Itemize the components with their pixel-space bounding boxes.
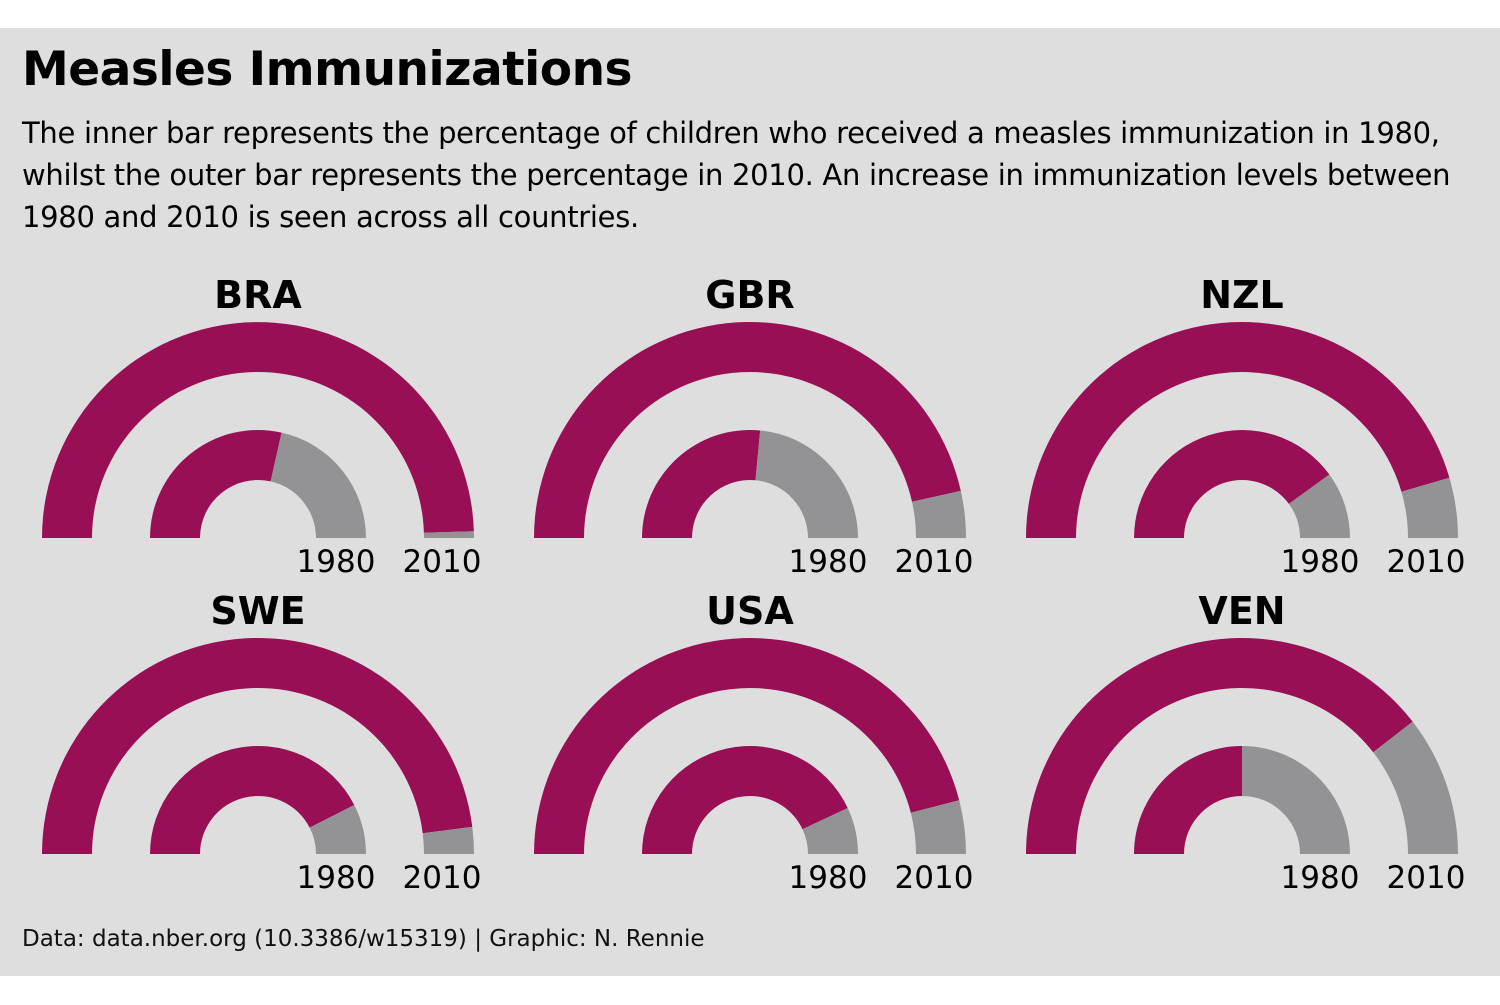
country-title: BRA [214,273,302,317]
bar-remainder-1980-bra [270,432,366,538]
chart-caption: Data: data.nber.org (10.3386/w15319) | G… [22,926,705,952]
country-title: USA [706,589,794,633]
country-title: SWE [210,589,305,633]
outer-ring-label: 2010 [1387,860,1466,896]
outer-ring-label: 2010 [1387,544,1466,580]
country-title: NZL [1200,273,1284,317]
chart-subtitle: The inner bar represents the percentage … [22,116,1451,234]
bar-2010-usa [534,638,960,854]
chart-title: Measles Immunizations [22,42,633,97]
bar-2010-gbr [534,321,961,538]
country-title: VEN [1198,589,1285,633]
bar-1980-ven [1134,746,1242,854]
inner-ring-label: 1980 [789,544,868,580]
country-panel-nzl: NZL 1980 2010 [1026,273,1465,580]
chart-panel [0,28,1500,976]
bar-remainder-2010-bra [423,531,474,538]
inner-ring-label: 1980 [297,860,376,896]
inner-ring-label: 1980 [297,544,376,580]
bar-1980-bra [150,429,282,538]
country-panel-swe: SWE 1980 2010 [41,589,482,896]
country-panel-usa: USA 1980 2010 [534,589,973,896]
bar-2010-nzl [1026,322,1450,538]
inner-ring-label: 1980 [1281,860,1360,896]
bar-remainder-2010-swe [422,826,474,854]
inner-ring-label: 1980 [789,860,868,896]
country-panel-bra: BRA 1980 2010 [42,273,481,580]
inner-ring-label: 1980 [1281,544,1360,580]
bar-remainder-2010-gbr [912,490,966,538]
bar-1980-usa [642,746,848,854]
bar-remainder-1980-gbr [755,430,858,538]
outer-ring-label: 2010 [403,860,482,896]
bar-remainder-2010-usa [910,800,966,854]
bar-remainder-2010-ven [1373,721,1458,854]
outer-ring-label: 2010 [895,860,974,896]
country-panel-ven: VEN 1980 2010 [1026,589,1465,896]
bar-remainder-1980-usa [802,808,858,854]
bar-remainder-2010-nzl [1401,477,1458,538]
country-panel-gbr: GBR 1980 2010 [534,273,973,580]
bar-1980-swe [149,745,355,854]
bar-2010-bra [42,322,474,538]
bar-remainder-1980-swe [309,804,366,854]
outer-ring-label: 2010 [895,544,974,580]
bar-remainder-1980-nzl [1288,474,1350,538]
country-title: GBR [705,273,794,317]
bar-1980-nzl [1134,430,1330,538]
bar-2010-swe [41,637,473,854]
outer-ring-label: 2010 [403,544,482,580]
bar-remainder-1980-ven [1242,746,1350,854]
bar-2010-ven [1026,638,1413,854]
bar-1980-gbr [642,430,761,538]
